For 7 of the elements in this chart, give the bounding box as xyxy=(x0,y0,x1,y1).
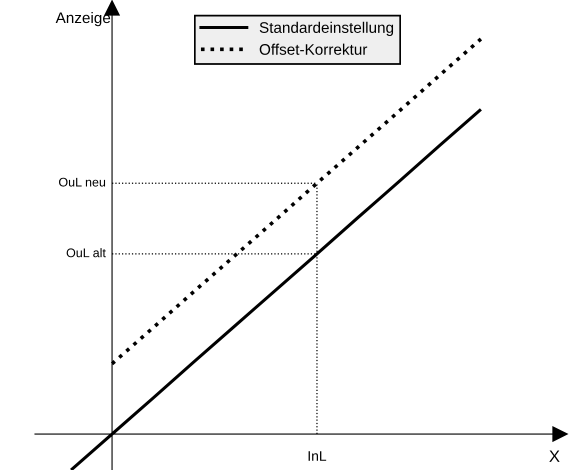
ref-line-label: OuL neu xyxy=(59,178,106,187)
x-axis-title: X xyxy=(549,450,560,462)
ref-line-label: OuL alt xyxy=(66,248,106,258)
annotation: InL xyxy=(308,451,326,461)
y-axis-title: Anzeige xyxy=(56,12,110,26)
legend-label: Offset-Korrektur xyxy=(260,44,368,55)
legend-label: Standardeinstellung xyxy=(260,22,394,36)
